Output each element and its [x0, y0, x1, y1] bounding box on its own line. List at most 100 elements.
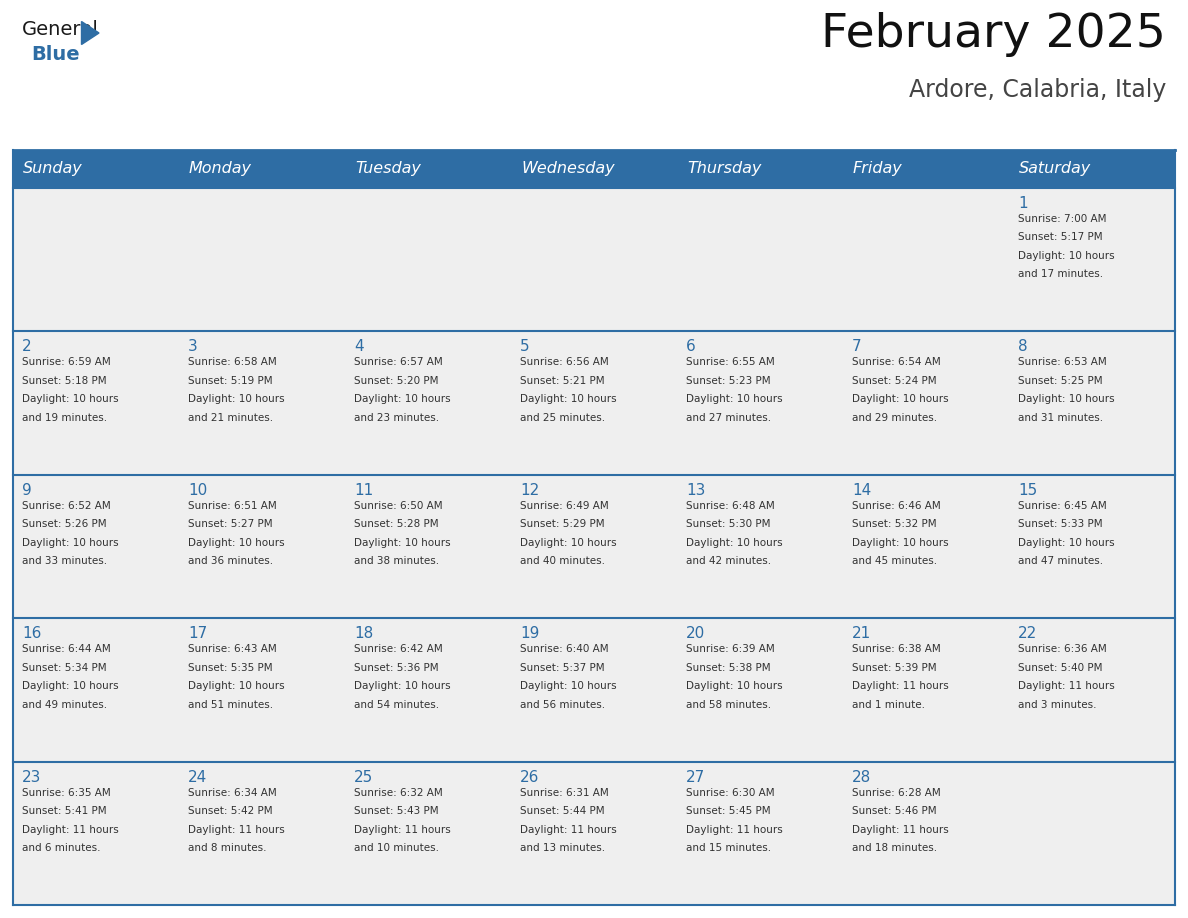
- Text: 11: 11: [354, 483, 373, 498]
- Text: Sunset: 5:19 PM: Sunset: 5:19 PM: [188, 375, 272, 386]
- Text: Sunrise: 6:34 AM: Sunrise: 6:34 AM: [188, 788, 277, 798]
- Text: General: General: [23, 20, 99, 39]
- Text: Sunrise: 6:54 AM: Sunrise: 6:54 AM: [852, 357, 941, 367]
- Text: Sunrise: 6:36 AM: Sunrise: 6:36 AM: [1018, 644, 1107, 655]
- Text: 16: 16: [23, 626, 42, 641]
- Text: Daylight: 10 hours: Daylight: 10 hours: [520, 395, 617, 405]
- Text: 24: 24: [188, 769, 207, 785]
- Text: Sunset: 5:33 PM: Sunset: 5:33 PM: [1018, 520, 1102, 530]
- Text: Sunset: 5:24 PM: Sunset: 5:24 PM: [852, 375, 936, 386]
- Text: and 18 minutes.: and 18 minutes.: [852, 843, 937, 853]
- Text: 25: 25: [354, 769, 373, 785]
- Text: Sunrise: 6:42 AM: Sunrise: 6:42 AM: [354, 644, 443, 655]
- Text: and 36 minutes.: and 36 minutes.: [188, 556, 273, 566]
- Text: Sunset: 5:28 PM: Sunset: 5:28 PM: [354, 520, 438, 530]
- Text: Daylight: 10 hours: Daylight: 10 hours: [685, 538, 783, 548]
- Text: 27: 27: [685, 769, 706, 785]
- Text: Sunrise: 6:28 AM: Sunrise: 6:28 AM: [852, 788, 941, 798]
- Text: Sunrise: 7:00 AM: Sunrise: 7:00 AM: [1018, 214, 1106, 224]
- Text: Sunset: 5:39 PM: Sunset: 5:39 PM: [852, 663, 936, 673]
- Text: and 1 minute.: and 1 minute.: [852, 700, 925, 710]
- Text: Sunset: 5:34 PM: Sunset: 5:34 PM: [23, 663, 107, 673]
- Text: and 15 minutes.: and 15 minutes.: [685, 843, 771, 853]
- Bar: [13, 762, 1175, 905]
- Text: Sunrise: 6:45 AM: Sunrise: 6:45 AM: [1018, 501, 1107, 510]
- Text: 14: 14: [852, 483, 871, 498]
- Text: Blue: Blue: [31, 46, 80, 64]
- Text: Daylight: 10 hours: Daylight: 10 hours: [23, 681, 119, 691]
- Text: and 33 minutes.: and 33 minutes.: [23, 556, 107, 566]
- Text: Sunset: 5:40 PM: Sunset: 5:40 PM: [1018, 663, 1102, 673]
- Text: Friday: Friday: [853, 162, 903, 176]
- Text: Daylight: 10 hours: Daylight: 10 hours: [23, 395, 119, 405]
- Text: Sunrise: 6:38 AM: Sunrise: 6:38 AM: [852, 644, 941, 655]
- Text: Daylight: 10 hours: Daylight: 10 hours: [188, 538, 285, 548]
- Text: and 31 minutes.: and 31 minutes.: [1018, 413, 1104, 423]
- Text: 12: 12: [520, 483, 539, 498]
- Text: Sunrise: 6:40 AM: Sunrise: 6:40 AM: [520, 644, 608, 655]
- Text: Daylight: 11 hours: Daylight: 11 hours: [354, 824, 450, 834]
- Text: Daylight: 10 hours: Daylight: 10 hours: [520, 538, 617, 548]
- Text: and 10 minutes.: and 10 minutes.: [354, 843, 440, 853]
- Text: Sunset: 5:17 PM: Sunset: 5:17 PM: [1018, 232, 1102, 242]
- Text: 23: 23: [23, 769, 42, 785]
- Text: Daylight: 10 hours: Daylight: 10 hours: [1018, 251, 1114, 261]
- Text: and 40 minutes.: and 40 minutes.: [520, 556, 605, 566]
- Text: Sunrise: 6:55 AM: Sunrise: 6:55 AM: [685, 357, 775, 367]
- Text: Sunset: 5:45 PM: Sunset: 5:45 PM: [685, 806, 771, 816]
- Text: Daylight: 11 hours: Daylight: 11 hours: [188, 824, 285, 834]
- Bar: [13, 331, 1175, 475]
- Text: Sunset: 5:44 PM: Sunset: 5:44 PM: [520, 806, 605, 816]
- Bar: [13, 618, 1175, 762]
- Text: Daylight: 11 hours: Daylight: 11 hours: [1018, 681, 1114, 691]
- Text: Sunrise: 6:46 AM: Sunrise: 6:46 AM: [852, 501, 941, 510]
- Text: Sunset: 5:41 PM: Sunset: 5:41 PM: [23, 806, 107, 816]
- Text: and 23 minutes.: and 23 minutes.: [354, 413, 440, 423]
- Text: Sunset: 5:30 PM: Sunset: 5:30 PM: [685, 520, 771, 530]
- Text: February 2025: February 2025: [821, 12, 1165, 57]
- Text: Sunrise: 6:35 AM: Sunrise: 6:35 AM: [23, 788, 110, 798]
- Text: Daylight: 10 hours: Daylight: 10 hours: [685, 681, 783, 691]
- Text: Daylight: 10 hours: Daylight: 10 hours: [852, 395, 949, 405]
- Text: and 38 minutes.: and 38 minutes.: [354, 556, 440, 566]
- Text: Sunset: 5:36 PM: Sunset: 5:36 PM: [354, 663, 438, 673]
- Text: 20: 20: [685, 626, 706, 641]
- Text: Monday: Monday: [189, 162, 252, 176]
- Text: Saturday: Saturday: [1019, 162, 1092, 176]
- Text: and 56 minutes.: and 56 minutes.: [520, 700, 605, 710]
- Text: Daylight: 10 hours: Daylight: 10 hours: [1018, 395, 1114, 405]
- Text: Daylight: 10 hours: Daylight: 10 hours: [354, 681, 450, 691]
- Text: Tuesday: Tuesday: [355, 162, 421, 176]
- Text: and 45 minutes.: and 45 minutes.: [852, 556, 937, 566]
- Text: 5: 5: [520, 340, 530, 354]
- Text: and 27 minutes.: and 27 minutes.: [685, 413, 771, 423]
- Text: Sunset: 5:43 PM: Sunset: 5:43 PM: [354, 806, 438, 816]
- Text: and 6 minutes.: and 6 minutes.: [23, 843, 101, 853]
- Bar: [13, 188, 1175, 331]
- Text: 1: 1: [1018, 196, 1028, 211]
- Text: Ardore, Calabria, Italy: Ardore, Calabria, Italy: [909, 78, 1165, 102]
- Text: and 19 minutes.: and 19 minutes.: [23, 413, 107, 423]
- Text: and 8 minutes.: and 8 minutes.: [188, 843, 266, 853]
- Text: Daylight: 11 hours: Daylight: 11 hours: [852, 824, 949, 834]
- Text: 15: 15: [1018, 483, 1037, 498]
- Text: and 58 minutes.: and 58 minutes.: [685, 700, 771, 710]
- Text: 8: 8: [1018, 340, 1028, 354]
- Text: and 42 minutes.: and 42 minutes.: [685, 556, 771, 566]
- Text: Sunset: 5:27 PM: Sunset: 5:27 PM: [188, 520, 272, 530]
- Text: Daylight: 11 hours: Daylight: 11 hours: [852, 681, 949, 691]
- Text: Sunrise: 6:53 AM: Sunrise: 6:53 AM: [1018, 357, 1107, 367]
- Text: Daylight: 10 hours: Daylight: 10 hours: [1018, 538, 1114, 548]
- Text: Daylight: 10 hours: Daylight: 10 hours: [685, 395, 783, 405]
- Text: Sunrise: 6:56 AM: Sunrise: 6:56 AM: [520, 357, 608, 367]
- Text: Sunset: 5:35 PM: Sunset: 5:35 PM: [188, 663, 272, 673]
- Text: 6: 6: [685, 340, 696, 354]
- Text: Sunset: 5:18 PM: Sunset: 5:18 PM: [23, 375, 107, 386]
- Text: Sunset: 5:29 PM: Sunset: 5:29 PM: [520, 520, 605, 530]
- Text: Daylight: 10 hours: Daylight: 10 hours: [520, 681, 617, 691]
- Text: and 13 minutes.: and 13 minutes.: [520, 843, 605, 853]
- Text: Sunrise: 6:43 AM: Sunrise: 6:43 AM: [188, 644, 277, 655]
- Text: 19: 19: [520, 626, 539, 641]
- Text: Sunset: 5:25 PM: Sunset: 5:25 PM: [1018, 375, 1102, 386]
- Polygon shape: [82, 21, 99, 44]
